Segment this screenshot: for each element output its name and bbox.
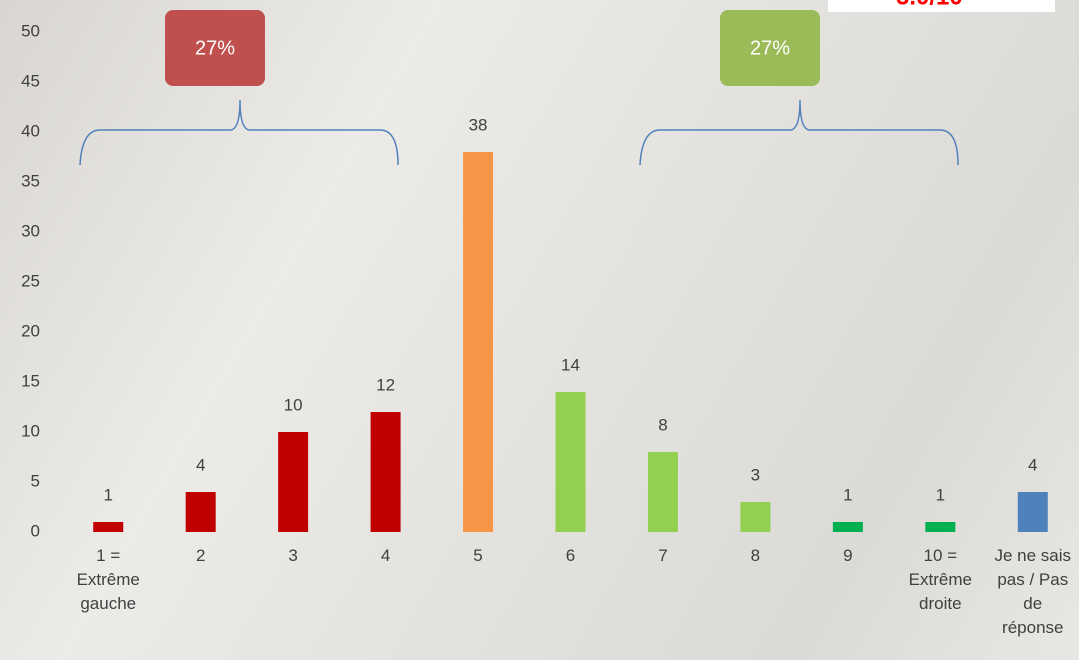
- brace: [639, 99, 959, 166]
- x-tick-label: 4: [380, 546, 391, 565]
- y-tick-label: 10: [21, 421, 40, 440]
- x-tick-label: 1 = Extrême gauche: [76, 546, 140, 613]
- x-tick-label: 3: [288, 546, 298, 565]
- y-tick-label: 25: [21, 271, 40, 290]
- value-label: 3: [751, 465, 760, 484]
- value-label: 38: [469, 115, 488, 134]
- bar: [93, 522, 124, 532]
- y-tick-label: 5: [31, 471, 40, 490]
- score-box: [828, 0, 1055, 12]
- bar: [832, 522, 863, 532]
- y-tick-label: 35: [21, 171, 40, 190]
- bar: [647, 452, 678, 532]
- y-tick-label: 50: [21, 21, 40, 40]
- y-tick-label: 15: [21, 371, 40, 390]
- value-label: 4: [196, 455, 205, 474]
- value-label: 1: [843, 485, 852, 504]
- value-label: 4: [1028, 455, 1037, 474]
- y-tick-label: 30: [21, 221, 40, 240]
- x-tick-label: 2: [195, 546, 206, 565]
- bar: [1017, 492, 1048, 532]
- y-tick-label: 45: [21, 71, 40, 90]
- bar: [925, 522, 956, 532]
- value-label: 10: [284, 395, 303, 414]
- value-label: 12: [376, 375, 395, 394]
- x-tick-label: 5: [473, 546, 483, 565]
- score: 5.0/10: [896, 0, 963, 10]
- bar: [555, 392, 586, 532]
- annotation-box: [720, 10, 820, 86]
- value-label: 1: [103, 485, 112, 504]
- x-tick-label: 8: [750, 546, 761, 565]
- x-tick-label: 9: [843, 546, 853, 565]
- x-tick-label: 7: [658, 546, 668, 565]
- y-tick-label: 40: [21, 121, 40, 140]
- y-tick-label: 20: [21, 321, 40, 340]
- annotation-text: 27%: [195, 37, 235, 59]
- x-tick-label: Je ne sais pas / Pas de réponse: [994, 546, 1072, 637]
- annotation-box: [165, 10, 265, 86]
- bar: [185, 492, 216, 532]
- value-label: 1: [936, 485, 945, 504]
- bar: [278, 432, 309, 532]
- annotation-text: 27%: [750, 37, 790, 59]
- y-tick-label: 0: [31, 521, 40, 540]
- bar: [740, 502, 771, 532]
- bar: [463, 152, 494, 532]
- x-tick-label: 6: [565, 546, 576, 565]
- brace: [79, 99, 399, 166]
- x-tick-label: 10 = Extrême droite: [908, 546, 972, 613]
- value-label: 14: [561, 355, 580, 374]
- value-label: 8: [658, 415, 667, 434]
- bar: [370, 412, 401, 532]
